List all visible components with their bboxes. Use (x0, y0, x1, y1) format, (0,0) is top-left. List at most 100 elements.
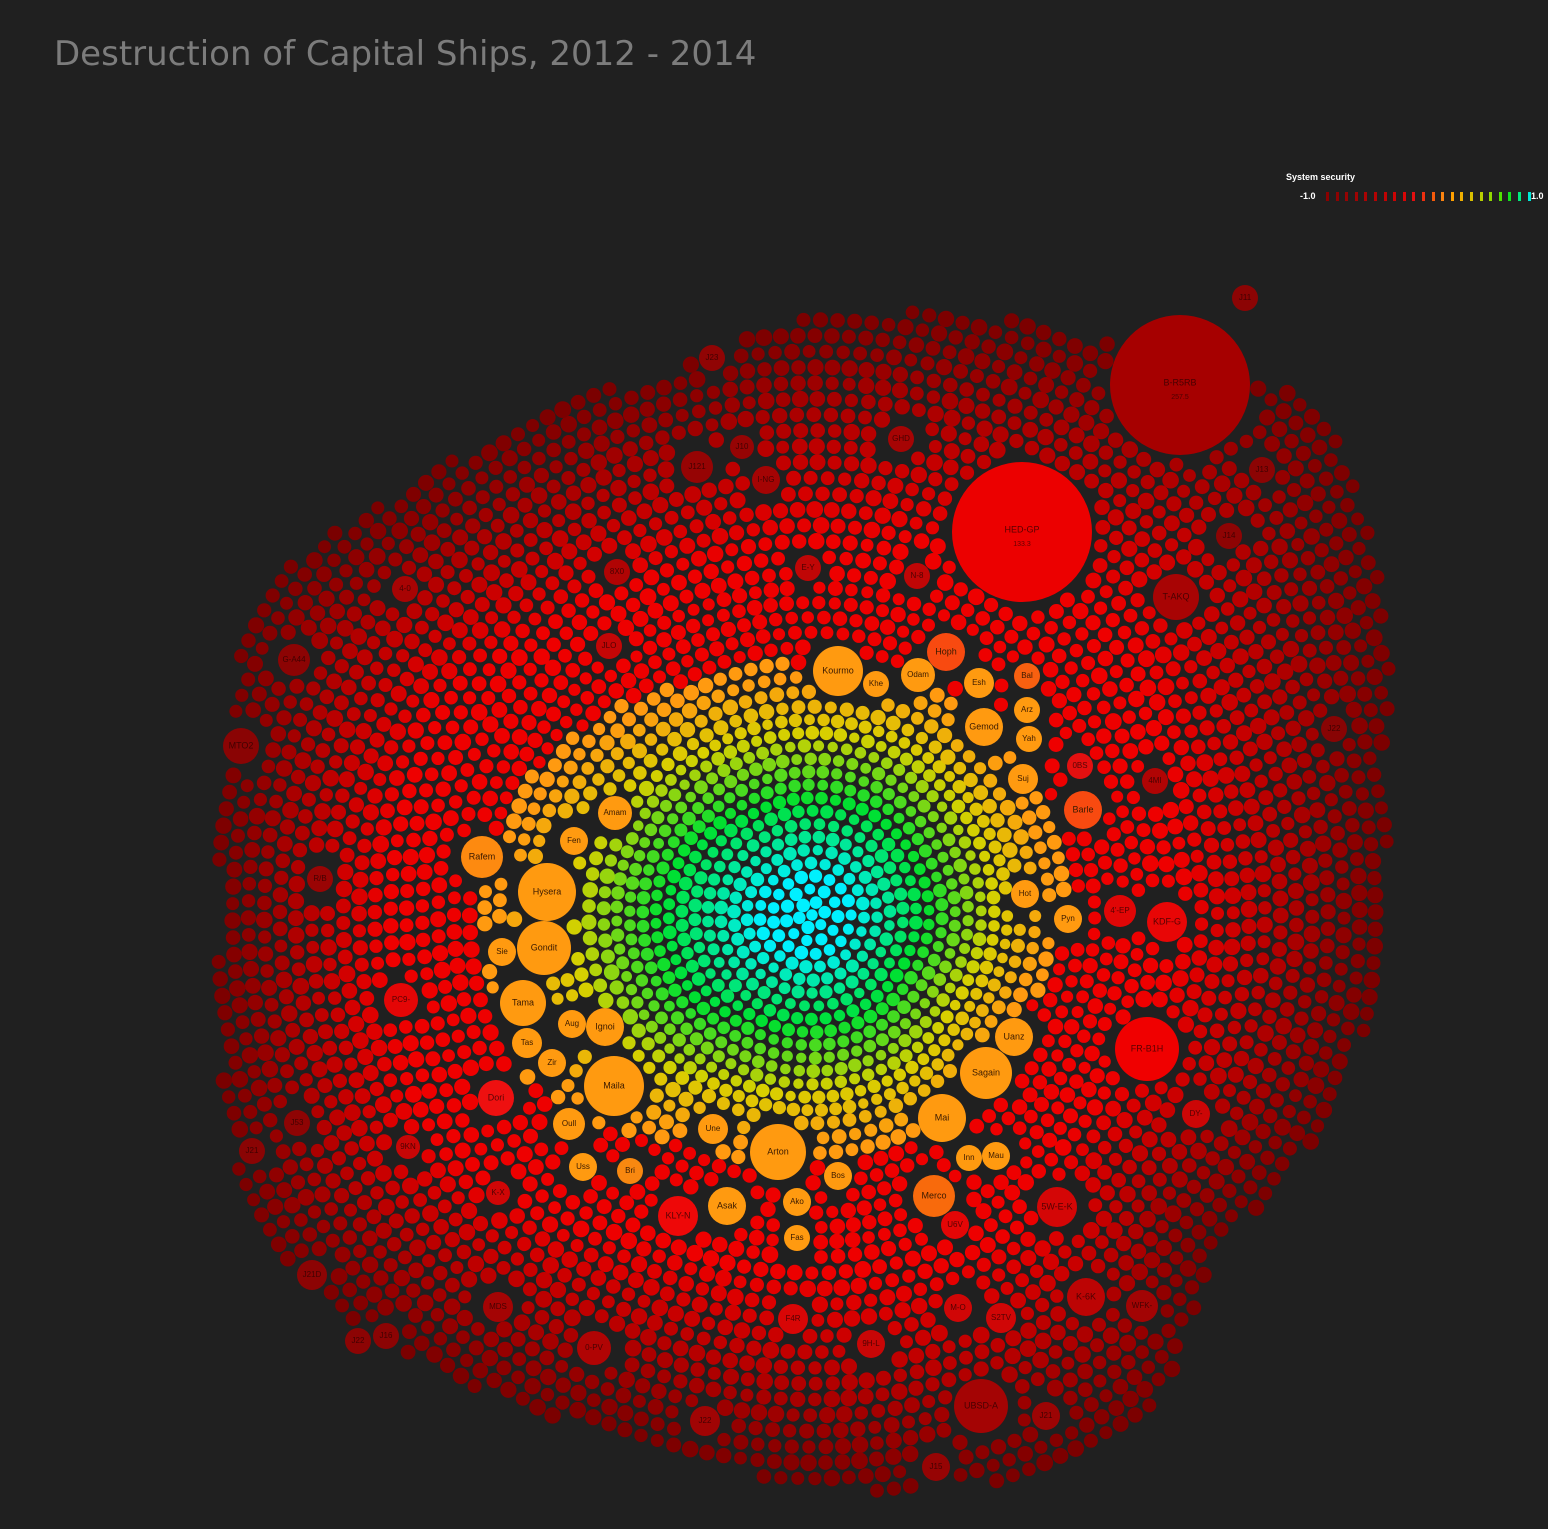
system-bubble[interactable] (518, 833, 531, 846)
system-bubble[interactable] (691, 633, 705, 647)
system-bubble[interactable] (894, 464, 910, 479)
system-bubble[interactable] (1128, 1223, 1144, 1240)
system-bubble[interactable] (888, 1193, 903, 1208)
system-bubble[interactable] (1094, 539, 1108, 553)
system-bubble[interactable] (919, 1426, 936, 1443)
system-bubble[interactable] (648, 1143, 661, 1157)
system-bubble[interactable] (831, 768, 843, 780)
system-bubble[interactable] (847, 1247, 863, 1262)
system-bubble[interactable] (639, 401, 655, 417)
system-bubble[interactable] (991, 1000, 1006, 1015)
system-bubble[interactable] (701, 901, 715, 914)
system-bubble[interactable] (274, 939, 288, 953)
system-bubble[interactable] (870, 1483, 884, 1498)
system-bubble-labeled[interactable]: UBSD-A (954, 1379, 1008, 1433)
system-bubble[interactable] (650, 770, 663, 782)
system-bubble[interactable] (596, 488, 610, 502)
system-bubble[interactable] (860, 1308, 878, 1325)
system-bubble-labeled[interactable]: Barle (1064, 791, 1102, 829)
system-bubble[interactable] (486, 584, 503, 601)
system-bubble[interactable] (1006, 1468, 1020, 1483)
system-bubble[interactable] (622, 1009, 638, 1025)
system-bubble[interactable] (1017, 1446, 1033, 1462)
system-bubble[interactable] (290, 945, 305, 960)
system-bubble[interactable] (1229, 750, 1244, 765)
system-bubble[interactable] (991, 1249, 1007, 1265)
system-bubble[interactable] (348, 797, 364, 813)
system-bubble[interactable] (478, 1056, 494, 1072)
system-bubble[interactable] (665, 661, 681, 676)
system-bubble[interactable] (1041, 1061, 1057, 1077)
system-bubble[interactable] (611, 886, 625, 900)
system-bubble[interactable] (490, 518, 505, 533)
system-bubble[interactable] (890, 848, 905, 863)
system-bubble[interactable] (446, 924, 463, 940)
system-bubble[interactable] (713, 672, 727, 686)
system-bubble[interactable] (859, 600, 874, 615)
system-bubble[interactable] (911, 833, 924, 846)
system-bubble[interactable] (1173, 851, 1190, 868)
system-bubble[interactable] (1052, 851, 1065, 865)
system-bubble[interactable] (274, 955, 290, 971)
system-bubble[interactable] (1047, 1018, 1064, 1035)
system-bubble[interactable] (658, 412, 674, 428)
system-bubble[interactable] (894, 399, 910, 415)
system-bubble[interactable] (1335, 927, 1352, 944)
system-bubble[interactable] (796, 1052, 807, 1064)
system-bubble[interactable] (888, 1145, 905, 1162)
system-bubble[interactable] (975, 891, 986, 903)
system-bubble[interactable] (869, 1451, 884, 1467)
system-bubble[interactable] (708, 401, 723, 415)
system-bubble[interactable] (1294, 1011, 1309, 1026)
system-bubble[interactable] (870, 865, 884, 879)
system-bubble[interactable] (1374, 686, 1388, 700)
system-bubble[interactable] (849, 1127, 862, 1141)
system-bubble[interactable] (801, 1104, 814, 1117)
system-bubble[interactable] (909, 1025, 923, 1039)
system-bubble[interactable] (1264, 436, 1280, 452)
system-bubble[interactable] (934, 1407, 950, 1423)
system-bubble[interactable] (1379, 834, 1394, 849)
system-bubble[interactable] (638, 678, 654, 694)
system-bubble-labeled[interactable]: R/B (307, 866, 333, 892)
system-bubble[interactable] (735, 814, 749, 828)
system-bubble[interactable] (732, 588, 748, 604)
system-bubble[interactable] (1032, 1351, 1049, 1369)
system-bubble[interactable] (579, 672, 592, 685)
system-bubble[interactable] (1116, 1235, 1132, 1252)
system-bubble[interactable] (603, 710, 617, 724)
system-bubble[interactable] (399, 918, 414, 933)
system-bubble[interactable] (922, 602, 936, 616)
system-bubble[interactable] (463, 941, 480, 958)
system-bubble[interactable] (822, 550, 836, 565)
system-bubble[interactable] (858, 720, 872, 734)
system-bubble[interactable] (394, 499, 409, 514)
system-bubble[interactable] (676, 1292, 691, 1307)
system-bubble[interactable] (707, 846, 719, 858)
system-bubble[interactable] (1257, 694, 1272, 710)
system-bubble[interactable] (761, 1246, 779, 1263)
system-bubble[interactable] (893, 812, 905, 824)
system-bubble-labeled[interactable]: J22 (690, 1406, 720, 1436)
system-bubble[interactable] (875, 379, 892, 396)
system-bubble[interactable] (729, 757, 743, 771)
system-bubble[interactable] (522, 1282, 537, 1297)
system-bubble[interactable] (363, 709, 377, 722)
system-bubble[interactable] (882, 803, 894, 815)
system-bubble[interactable] (845, 771, 856, 783)
system-bubble[interactable] (986, 1458, 1000, 1472)
system-bubble[interactable] (654, 1164, 670, 1180)
system-bubble[interactable] (989, 1473, 1005, 1489)
system-bubble[interactable] (1006, 364, 1023, 381)
system-bubble[interactable] (793, 1065, 805, 1077)
system-bubble[interactable] (1163, 1360, 1181, 1378)
system-bubble[interactable] (1300, 427, 1316, 443)
system-bubble[interactable] (1200, 1129, 1214, 1144)
system-bubble[interactable] (833, 728, 848, 742)
system-bubble[interactable] (271, 611, 285, 625)
system-bubble[interactable] (1034, 1440, 1048, 1454)
system-bubble[interactable] (876, 1018, 888, 1031)
system-bubble[interactable] (662, 912, 675, 925)
system-bubble[interactable] (902, 1415, 915, 1429)
system-bubble[interactable] (1081, 656, 1096, 670)
